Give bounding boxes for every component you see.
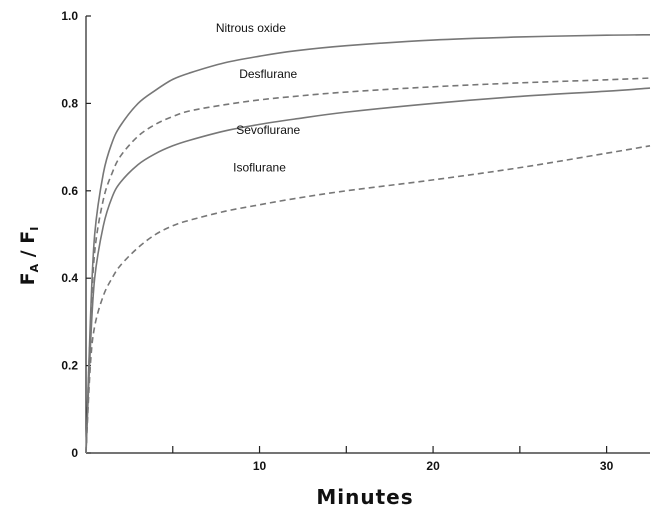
y-tick-label: 0.4 xyxy=(61,271,78,285)
series-label-sevoflurane: Sevoflurane xyxy=(236,123,300,137)
series-label-isoflurane: Isoflurane xyxy=(233,161,286,175)
svg-text:FA / FI: FA / FI xyxy=(17,227,41,286)
y-tick-label: 0.8 xyxy=(61,96,78,110)
x-axis-ticks: 10 20 30 xyxy=(172,446,614,473)
series-line-nitrous-oxide xyxy=(85,33,651,454)
y-title-separator: / xyxy=(17,244,39,264)
y-title-sub-i: I xyxy=(28,227,41,231)
series-lines xyxy=(85,33,651,454)
series-label-nitrous-oxide: Nitrous oxide xyxy=(216,21,286,35)
y-tick-label: 0 xyxy=(71,446,78,460)
x-tick-label: 20 xyxy=(426,459,440,473)
y-tick-label: 0.2 xyxy=(61,359,78,373)
x-tick-label: 10 xyxy=(253,459,267,473)
series-line-sevoflurane xyxy=(85,87,651,454)
y-axis-title: FA / FI xyxy=(17,227,41,286)
plot-area: 0 0.2 0.4 0.6 0.8 1.0 10 20 30 Nitrous oxide Des… xyxy=(61,9,651,473)
y-tick-label: 0.6 xyxy=(61,184,78,198)
y-title-sub-a: A xyxy=(28,263,41,272)
y-axis-ticks: 0 0.2 0.4 0.6 0.8 1.0 xyxy=(61,9,91,460)
series-line-isoflurane xyxy=(85,145,651,454)
series-labels: Nitrous oxide Desflurane Sevoflurane Isoflu… xyxy=(216,21,301,174)
y-tick-label: 1.0 xyxy=(61,9,78,23)
series-label-desflurane: Desflurane xyxy=(239,67,297,81)
y-title-f2: F xyxy=(17,231,39,244)
x-axis-title: Minutes xyxy=(316,485,413,509)
y-title-f1: F xyxy=(17,272,39,285)
x-tick-label: 30 xyxy=(600,459,614,473)
series-line-desflurane xyxy=(85,77,651,454)
